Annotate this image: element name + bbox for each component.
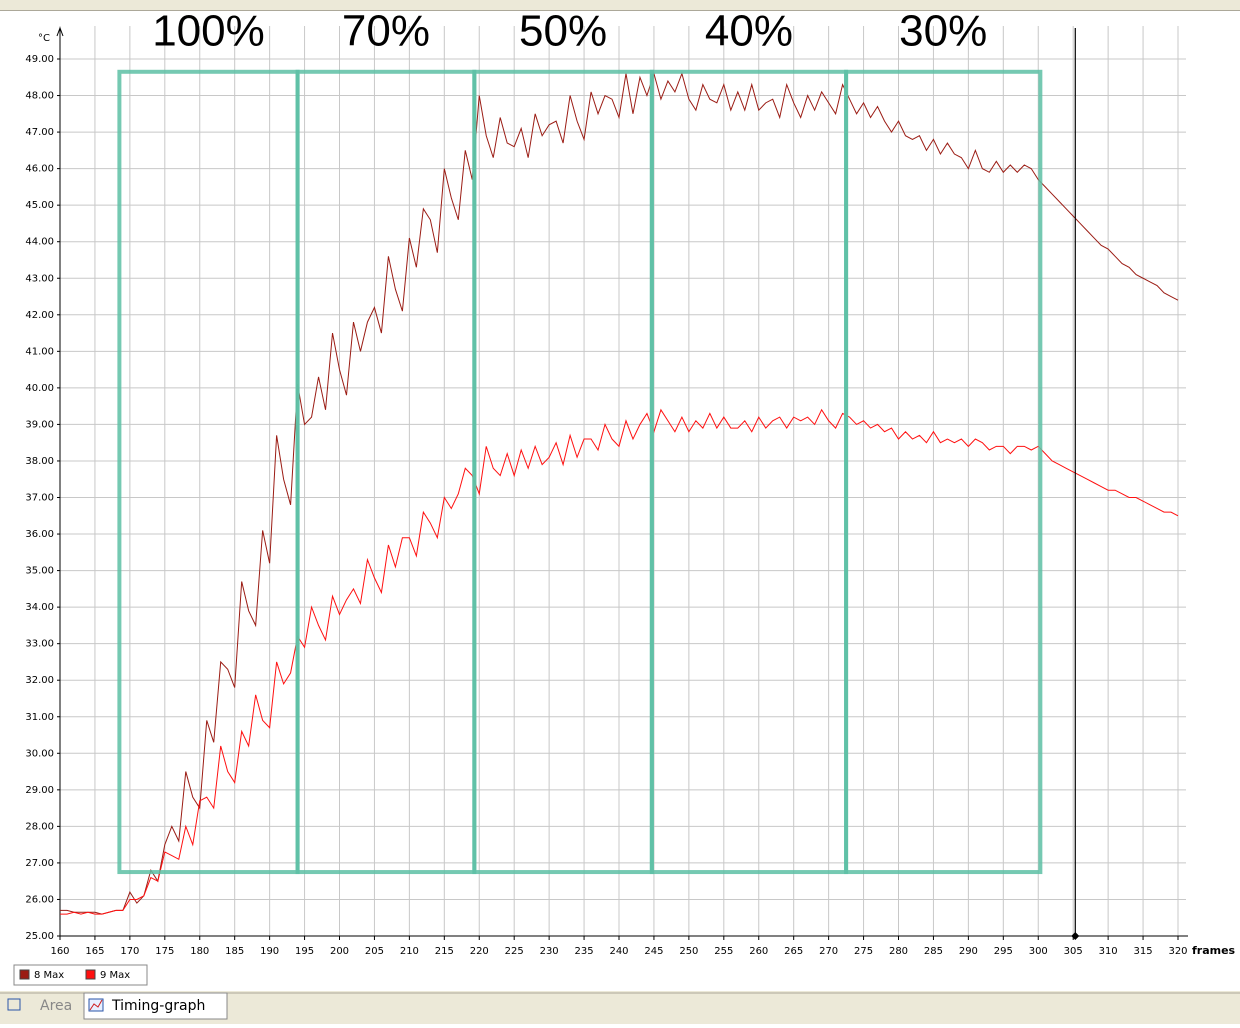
graph-icon-line [89,999,103,1011]
y-tick-label: 36.00 [25,529,54,540]
y-tick-label: 39.00 [25,419,54,430]
y-tick-label: 34.00 [25,602,54,613]
x-tick-label: 305 [1064,946,1083,957]
y-tick-label: 33.00 [25,639,54,650]
x-tick-label: 240 [609,946,628,957]
y-tick-label: 42.00 [25,310,54,321]
region-label: 40% [705,7,793,56]
x-tick-label: 300 [1029,946,1048,957]
x-tick-label: 210 [400,946,419,957]
x-tick-label: 200 [330,946,349,957]
y-tick-label: 30.00 [25,748,54,759]
x-tick-label: 170 [120,946,139,957]
y-tick-label: 44.00 [25,237,54,248]
x-tick-label: 175 [155,946,174,957]
x-tick-label: 195 [295,946,314,957]
y-tick-label: 46.00 [25,164,54,175]
y-unit: °C [38,33,50,44]
x-tick-label: 265 [784,946,803,957]
legend-label: 9 Max [100,970,130,981]
y-tick-label: 38.00 [25,456,54,467]
region-box [295,69,477,875]
y-tick-label: 49.00 [25,54,54,65]
y-tick-label: 37.00 [25,493,54,504]
legend: 8 Max 9 Max [19,969,130,981]
legend-label: 8 Max [34,970,64,981]
x-tick-label: 205 [365,946,384,957]
y-tick-label: 41.00 [25,346,54,357]
legend-box [13,964,148,986]
y-tick-label: 28.00 [25,821,54,832]
y-tick-label: 25.00 [25,931,54,942]
y-tick-label: 47.00 [25,127,54,138]
x-tick-label: 165 [85,946,104,957]
legend-swatch [19,969,30,980]
series-line [60,408,1179,915]
y-tick-label: 48.00 [25,91,54,102]
x-tick-label: 290 [959,946,978,957]
x-tick-label: 295 [994,946,1013,957]
region-box [844,69,1043,875]
y-tick-label: 40.00 [25,383,54,394]
region-label: 30% [899,7,987,56]
x-tick-label: 230 [540,946,559,957]
area-icon [7,998,21,1011]
x-axis-label: frames [1192,944,1236,957]
x-tick-label: 310 [1099,946,1118,957]
region-label: 50% [519,7,607,56]
y-tick-label: 31.00 [25,712,54,723]
top-border [0,10,1240,11]
x-tick-label: 315 [1134,946,1153,957]
tab[interactable]: Area [40,998,72,1014]
region-label: 100% [152,7,265,56]
x-tick-label: 235 [575,946,594,957]
active-tab[interactable] [83,992,228,1020]
y-tick-label: 26.00 [25,894,54,905]
series-line [60,71,1179,915]
y-tick-label: 27.00 [25,858,54,869]
x-tick-label: 255 [714,946,733,957]
x-tick-label: 220 [470,946,489,957]
x-tick-label: 185 [225,946,244,957]
x-tick-label: 215 [435,946,454,957]
y-tick-label: 45.00 [25,200,54,211]
x-tick-label: 260 [749,946,768,957]
x-tick-label: 250 [679,946,698,957]
x-tick-label: 280 [889,946,908,957]
y-tick-label: 43.00 [25,273,54,284]
y-tick-label: 35.00 [25,566,54,577]
x-tick-label: 225 [505,946,524,957]
x-tick-label: 320 [1168,946,1187,957]
cursor-handle [1071,932,1080,940]
tab[interactable]: Timing-graph [111,998,205,1014]
legend-swatch [85,969,96,980]
region-label: 70% [342,7,430,56]
top-bar [0,0,1240,10]
x-tick-label: 190 [260,946,279,957]
region-box [117,69,300,875]
y-axis-arrow [56,26,64,37]
x-tick-label: 180 [190,946,209,957]
x-tick-label: 160 [50,946,69,957]
y-tick-label: 32.00 [25,675,54,686]
x-tick-label: 275 [854,946,873,957]
region-box [649,69,849,875]
y-tick-label: 29.00 [25,785,54,796]
x-tick-label: 245 [644,946,663,957]
plot: 25.00 26.00 27.00 28.00 29.00 30.00 31.00 32.00… [25,7,1188,957]
x-tick-label: 285 [924,946,943,957]
x-tick-label: 270 [819,946,838,957]
